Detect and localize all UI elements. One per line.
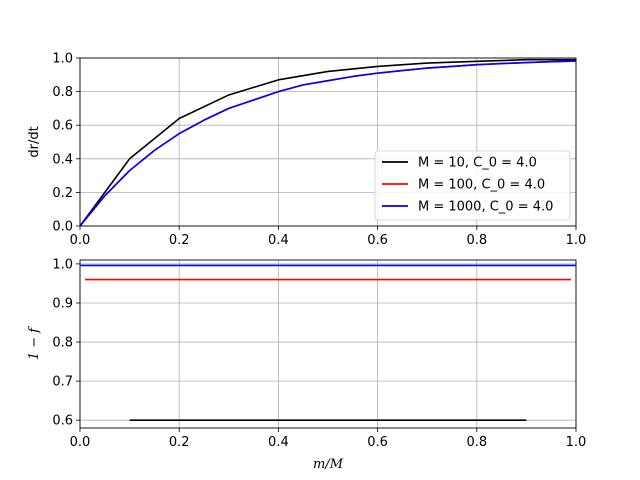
- legend-entry: M = 100, C_0 = 4.0: [418, 178, 545, 193]
- x-tick-label: 0.0: [70, 233, 91, 248]
- y-tick-label: 0.0: [52, 220, 73, 235]
- x-tick-label: 0.6: [367, 435, 388, 450]
- y-tick-label: 1.0: [52, 52, 73, 67]
- legend: M = 10, C_0 = 4.0 M = 100, C_0 = 4.0 M = 1…: [374, 150, 571, 221]
- y-tick-label: 0.9: [52, 296, 73, 311]
- series-line-2: [80, 60, 576, 226]
- top-chart: 0.0 0.2 0.4 0.6 0.8 1.0 0.0 0.2 0.4 0.6 0.8 1.0 dr/d…: [27, 52, 586, 249]
- x-tick-label: 0.6: [367, 233, 388, 248]
- y-tick-label: 0.4: [52, 152, 73, 167]
- x-tick-label: 0.8: [466, 233, 487, 248]
- x-tick-label: 1.0: [566, 233, 587, 248]
- y-tick-label: 0.6: [52, 414, 73, 429]
- legend-entry: M = 10, C_0 = 4.0: [418, 156, 537, 171]
- x-tick-label: 0.2: [169, 233, 190, 248]
- y-tick-label: 0.2: [52, 186, 73, 201]
- y-tick-label: 0.8: [52, 85, 73, 100]
- y-axis-label: 1 − f: [27, 326, 42, 360]
- x-tick-label: 0.2: [169, 435, 190, 450]
- x-tick-label: 0.8: [466, 435, 487, 450]
- y-tick-label: 0.6: [52, 119, 73, 134]
- y-tick-label: 0.7: [52, 375, 73, 390]
- x-tick-label: 1.0: [566, 435, 587, 450]
- series-group: [80, 58, 576, 226]
- axes-frame: [79, 57, 577, 227]
- y-axis-label: dr/dt: [27, 126, 42, 157]
- bottom-chart: 0.0 0.2 0.4 0.6 0.8 1.0 0.6 0.7 0.8 0.9 1.0 1 − f m/…: [27, 257, 586, 472]
- x-tick-label: 0.4: [268, 233, 289, 248]
- y-tick-label: 1.0: [52, 257, 73, 272]
- grid: [79, 260, 577, 428]
- x-tick-label: 0.4: [268, 435, 289, 450]
- y-tick-label: 0.8: [52, 336, 73, 351]
- series-group: [80, 264, 576, 421]
- axes-frame: [79, 259, 577, 429]
- x-tick-label: 0.0: [70, 435, 91, 450]
- x-axis-label: m/M: [313, 457, 344, 472]
- legend-box: [374, 150, 571, 221]
- series-line-0: [80, 58, 576, 226]
- legend-entry: M = 1000, C_0 = 4.0: [418, 200, 553, 215]
